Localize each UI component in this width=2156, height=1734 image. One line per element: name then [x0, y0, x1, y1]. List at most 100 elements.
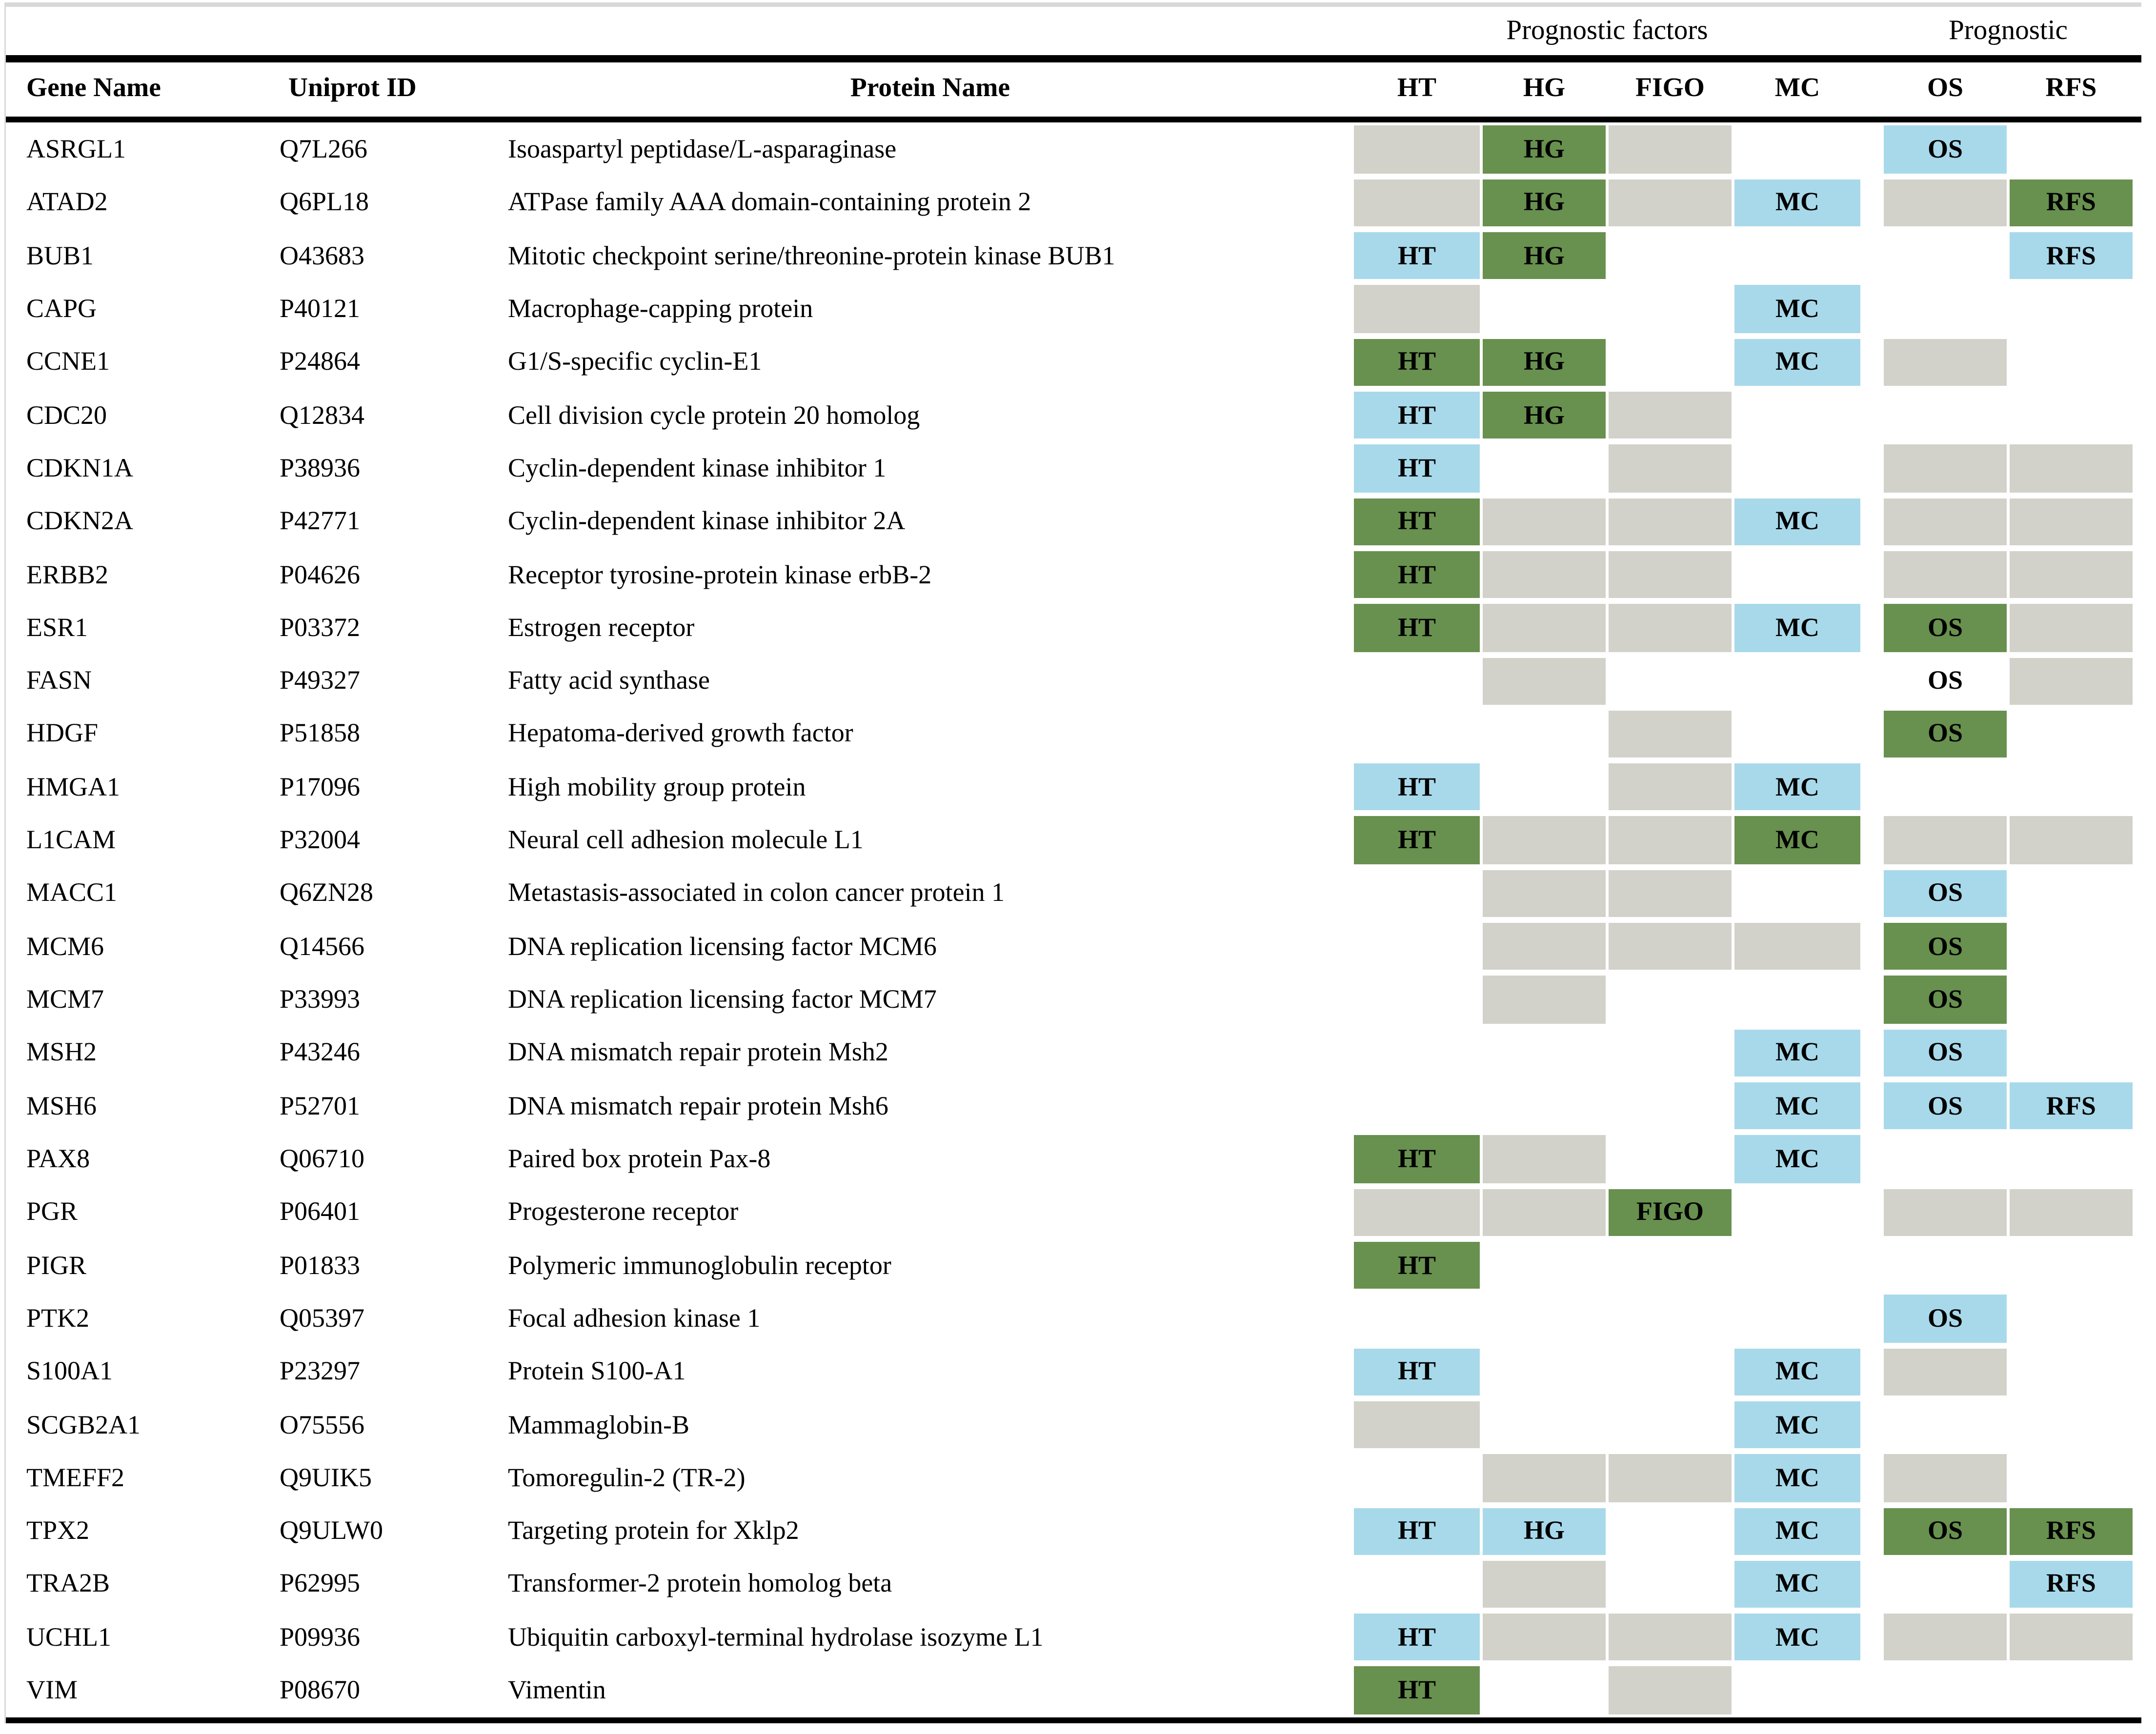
cell-os: OS — [1882, 1292, 2008, 1345]
marker-ht: HT — [1354, 391, 1480, 439]
table-row: MSH2 P43246 DNA mismatch repair protein Ms… — [6, 1026, 2156, 1079]
marker-os: OS — [1884, 710, 2007, 758]
cell-os — [1882, 1452, 2008, 1505]
gene-cell: MCM7 — [26, 984, 104, 1014]
cell-ht — [1352, 867, 1481, 920]
marker-mc: MC — [1734, 1560, 1860, 1608]
protein-cell: Metastasis-associated in colon cancer pr… — [508, 878, 1005, 908]
uniprot-cell: P33993 — [280, 984, 361, 1014]
gene-cell: ERBB2 — [26, 559, 109, 589]
cell-figo — [1607, 123, 1733, 176]
cell-os: OS — [1882, 973, 2008, 1026]
uniprot-cell: P43246 — [280, 1037, 361, 1067]
uniprot-cell: P49327 — [280, 665, 361, 695]
cell-hg — [1481, 920, 1607, 973]
marker-ht: HT — [1354, 1614, 1480, 1661]
uniprot-cell: Q12834 — [280, 399, 364, 429]
cell-os — [1882, 1345, 2008, 1398]
cell-hg — [1481, 814, 1607, 867]
filler-gray — [1884, 1614, 2007, 1661]
column-gap — [1862, 1345, 1882, 1398]
cell-figo — [1607, 282, 1733, 336]
uniprot-cell: Q9UIK5 — [280, 1462, 372, 1492]
filler-gray — [1609, 604, 1732, 652]
cell-figo — [1607, 1557, 1733, 1611]
filler-gray — [1483, 1188, 1606, 1236]
marker-figo: FIGO — [1609, 1188, 1732, 1236]
cell-os — [1882, 1557, 2008, 1611]
table-row: TPX2 Q9ULW0 Targeting protein for Xklp2 HT H… — [6, 1505, 2156, 1558]
marker-hg: HG — [1483, 1507, 1606, 1555]
cell-rfs — [2008, 920, 2134, 973]
cell-rfs — [2008, 548, 2134, 601]
gene-cell: ESR1 — [26, 612, 88, 642]
marker-ht: HT — [1354, 1667, 1480, 1714]
protein-cell: Mammaglobin-B — [508, 1409, 689, 1439]
marker-ht: HT — [1354, 338, 1480, 386]
filler-gray — [1483, 1560, 1606, 1608]
filler-gray — [2010, 551, 2133, 598]
filler-gray — [1609, 763, 1732, 811]
table-row: PAX8 Q06710 Paired box protein Pax-8 HT MC — [6, 1133, 2156, 1186]
cell-ht — [1352, 1186, 1481, 1239]
cell-hg: HG — [1481, 1505, 1607, 1558]
cell-figo — [1607, 1239, 1733, 1292]
column-gap — [1862, 973, 1882, 1026]
column-header-protein-name: Protein Name — [850, 74, 1010, 103]
cell-os — [1882, 389, 2008, 442]
cell-hg: HG — [1481, 336, 1607, 389]
cell-os — [1882, 229, 2008, 282]
cell-figo: FIGO — [1607, 1186, 1733, 1239]
gene-cell: BUB1 — [26, 240, 94, 270]
filler-gray — [1884, 179, 2007, 226]
marker-ht: HT — [1354, 604, 1480, 652]
gene-cell: PTK2 — [26, 1303, 90, 1333]
filler-gray — [1609, 923, 1732, 971]
filler-gray — [1884, 498, 2007, 545]
marker-rfs: RFS — [2010, 232, 2133, 279]
cell-figo — [1607, 655, 1733, 708]
cell-ht — [1352, 973, 1481, 1026]
uniprot-cell: Q7L266 — [280, 134, 367, 164]
cell-rfs — [2008, 601, 2134, 655]
cell-os: OS — [1882, 1505, 2008, 1558]
cell-figo — [1607, 1026, 1733, 1079]
protein-cell: Focal adhesion kinase 1 — [508, 1303, 761, 1333]
cell-os — [1882, 1398, 2008, 1452]
cell-ht: HT — [1352, 1505, 1481, 1558]
table-row: ASRGL1 Q7L266 Isoaspartyl peptidase/L-aspa… — [6, 123, 2156, 176]
marker-rfs: RFS — [2010, 179, 2133, 226]
cell-figo — [1607, 336, 1733, 389]
table-row: HDGF P51858 Hepatoma-derived growth factor… — [6, 707, 2156, 760]
cell-figo — [1607, 1345, 1733, 1398]
gene-cell: CDKN1A — [26, 453, 134, 482]
marker-ht: HT — [1354, 763, 1480, 811]
marker-os: OS — [1884, 604, 2007, 652]
uniprot-cell: O75556 — [280, 1409, 364, 1439]
marker-os: OS — [1884, 923, 2007, 971]
cell-os: OS — [1882, 1079, 2008, 1133]
cell-rfs — [2008, 1398, 2134, 1452]
cell-figo — [1607, 389, 1733, 442]
cell-ht: HT — [1352, 760, 1481, 814]
group-header-prognostic: Prognostic — [1949, 15, 2068, 46]
column-header-uniprot-id: Uniprot ID — [288, 74, 417, 103]
gene-cell: S100A1 — [26, 1356, 113, 1386]
cell-mc: MC — [1733, 1133, 1862, 1186]
filler-gray — [1354, 1188, 1480, 1236]
uniprot-cell: Q06710 — [280, 1143, 364, 1173]
protein-cell: ATPase family AAA domain-containing prot… — [508, 187, 1031, 217]
protein-cell: DNA replication licensing factor MCM7 — [508, 984, 937, 1014]
cell-mc: MC — [1733, 1079, 1862, 1133]
marker-ht: HT — [1354, 1241, 1480, 1289]
column-gap — [1862, 229, 1882, 282]
column-gap — [1862, 282, 1882, 336]
column-gap — [1862, 1452, 1882, 1505]
filler-gray — [1483, 976, 1606, 1024]
filler-gray — [1609, 1667, 1732, 1714]
marker-os: OS — [1884, 1507, 2007, 1555]
cell-rfs — [2008, 1026, 2134, 1079]
filler-gray — [1884, 1454, 2007, 1502]
filler-gray — [1734, 923, 1860, 971]
